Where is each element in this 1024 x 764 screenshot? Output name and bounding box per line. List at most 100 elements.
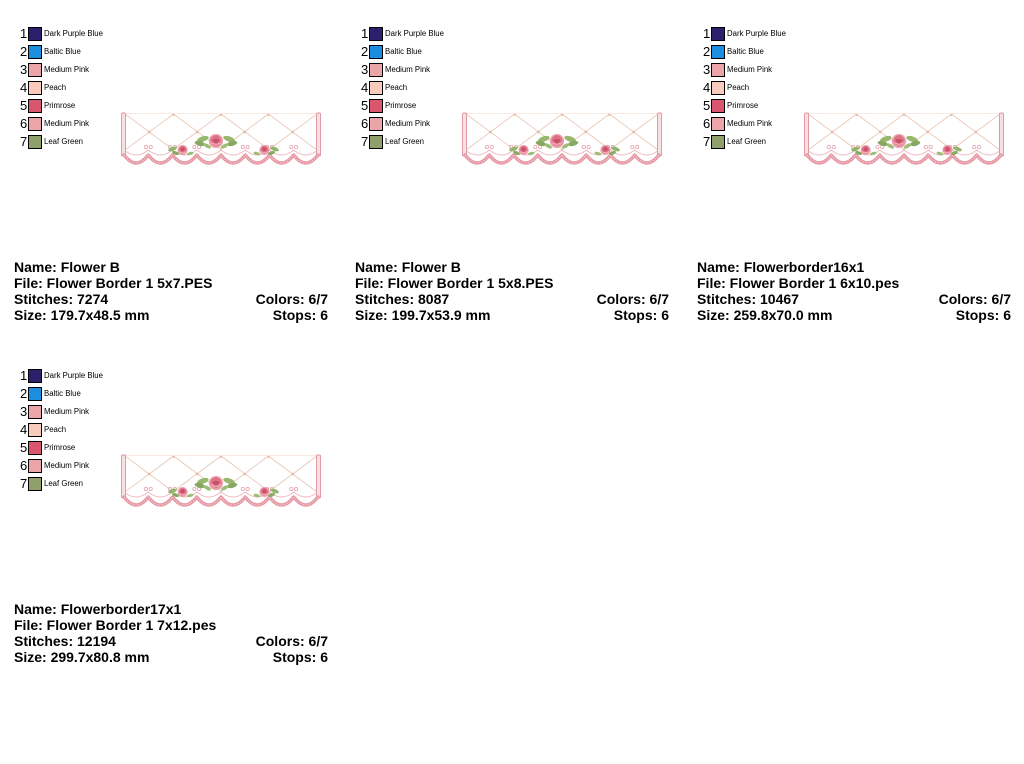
design-size-field: Size: 259.8x70.0 mm [697, 307, 832, 323]
thread-name: Medium Pink [385, 65, 431, 74]
thread-number: 7 [20, 476, 28, 491]
thread-name: Dark Purple Blue [385, 29, 444, 38]
design-info: Name: Flowerborder17x1 File: Flower Bord… [14, 601, 328, 665]
thread-number: 6 [20, 458, 28, 473]
design-size: 199.7x53.9 mm [391, 307, 491, 323]
design-file-name: Flower Border 1 7x12.pes [46, 617, 217, 633]
design-name-label: Name: [697, 259, 740, 275]
thread-swatch [28, 135, 42, 149]
thread-name: Dark Purple Blue [727, 29, 786, 38]
thread-color-row: 4 Peach [361, 79, 444, 97]
thread-number: 4 [703, 80, 711, 95]
color-count-label: Colors: [938, 291, 988, 307]
thread-color-row: 7 Leaf Green [20, 475, 103, 493]
thread-swatch [28, 81, 42, 95]
thread-number: 1 [20, 26, 28, 41]
thread-swatch [28, 441, 42, 455]
thread-number: 4 [20, 422, 28, 437]
thread-number: 1 [20, 368, 28, 383]
color-count-field: Colors: 6/7 [256, 291, 328, 307]
thread-number: 6 [361, 116, 369, 131]
stitch-count-field: Stitches: 10467 [697, 291, 799, 307]
thread-swatch [28, 45, 42, 59]
thread-number: 6 [20, 116, 28, 131]
thread-number: 7 [20, 134, 28, 149]
stitch-count-field: Stitches: 7274 [14, 291, 108, 307]
design-size-field: Size: 199.7x53.9 mm [355, 307, 490, 323]
thread-name: Primrose [385, 101, 417, 110]
thread-color-row: 4 Peach [20, 79, 103, 97]
color-count: 6/7 [649, 291, 669, 307]
design-name-field: Name: Flower B [355, 259, 461, 275]
thread-color-row: 1 Dark Purple Blue [703, 25, 786, 43]
thread-name: Medium Pink [44, 65, 90, 74]
stitch-count-label: Stitches: [697, 291, 757, 307]
color-count: 6/7 [308, 633, 328, 649]
design-name: Flower B [60, 259, 120, 275]
thread-name: Baltic Blue [727, 47, 764, 56]
thread-swatch [711, 135, 725, 149]
thread-number: 1 [703, 26, 711, 41]
thread-color-row: 7 Leaf Green [361, 133, 444, 151]
stitch-count-label: Stitches: [355, 291, 415, 307]
stop-count: 6 [661, 307, 669, 323]
thread-swatch [28, 405, 42, 419]
thread-swatch [28, 117, 42, 131]
thread-color-row: 3 Medium Pink [20, 61, 103, 79]
design-name: Flowerborder16x1 [743, 259, 865, 275]
design-size-label: Size: [697, 307, 730, 323]
thread-swatch [369, 99, 383, 113]
thread-name: Baltic Blue [385, 47, 422, 56]
flower-border-design-preview [803, 112, 1005, 166]
thread-color-row: 7 Leaf Green [20, 133, 103, 151]
thread-swatch [369, 117, 383, 131]
design-file-name: Flower Border 1 5x7.PES [46, 275, 213, 291]
thread-swatch [28, 63, 42, 77]
thread-name: Peach [44, 83, 67, 92]
design-file-name: Flower Border 1 5x8.PES [387, 275, 554, 291]
design-card: 1 Dark Purple Blue 2 Baltic Blue 3 Medium P… [14, 20, 328, 324]
thread-swatch [711, 99, 725, 113]
thread-color-row: 3 Medium Pink [703, 61, 786, 79]
design-name-label: Name: [14, 259, 57, 275]
thread-color-row: 5 Primrose [20, 97, 103, 115]
thread-name: Leaf Green [44, 479, 84, 488]
stitches-colors-row: Stitches: 12194 Colors: 6/7 [14, 633, 328, 649]
design-name-row: Name: Flower B [355, 259, 669, 275]
thread-name: Medium Pink [727, 65, 773, 74]
stitch-count-field: Stitches: 8087 [355, 291, 449, 307]
thread-color-row: 4 Peach [703, 79, 786, 97]
design-file-field: File: Flower Border 1 6x10.pes [697, 275, 899, 291]
thread-number: 3 [361, 62, 369, 77]
thread-number: 4 [361, 80, 369, 95]
thread-color-row: 2 Baltic Blue [20, 43, 103, 61]
design-file-label: File: [697, 275, 726, 291]
stop-count-label: Stops: [272, 649, 317, 665]
thread-color-row: 2 Baltic Blue [703, 43, 786, 61]
design-name-row: Name: Flower B [14, 259, 328, 275]
thread-number: 3 [20, 404, 28, 419]
thread-name: Peach [385, 83, 408, 92]
thread-color-row: 3 Medium Pink [20, 403, 103, 421]
thread-name: Primrose [44, 443, 76, 452]
stitches-colors-row: Stitches: 7274 Colors: 6/7 [14, 291, 328, 307]
thread-color-list: 1 Dark Purple Blue 2 Baltic Blue 3 Medium P… [20, 25, 103, 151]
thread-number: 2 [361, 44, 369, 59]
color-count-field: Colors: 6/7 [597, 291, 669, 307]
stop-count-label: Stops: [272, 307, 317, 323]
thread-number: 3 [703, 62, 711, 77]
thread-color-list: 1 Dark Purple Blue 2 Baltic Blue 3 Medium P… [20, 367, 103, 493]
color-count-field: Colors: 6/7 [939, 291, 1011, 307]
size-stops-row: Size: 259.8x70.0 mm Stops: 6 [697, 307, 1011, 323]
thread-color-row: 7 Leaf Green [703, 133, 786, 151]
thread-number: 5 [361, 98, 369, 113]
design-file-label: File: [14, 617, 43, 633]
flower-border-design-preview [120, 112, 322, 166]
stitch-count-label: Stitches: [14, 291, 74, 307]
thread-color-row: 6 Medium Pink [20, 115, 103, 133]
size-stops-row: Size: 179.7x48.5 mm Stops: 6 [14, 307, 328, 323]
color-count-label: Colors: [255, 633, 305, 649]
design-size: 299.7x80.8 mm [50, 649, 150, 665]
stitch-count: 12194 [77, 633, 116, 649]
thread-name: Primrose [727, 101, 759, 110]
